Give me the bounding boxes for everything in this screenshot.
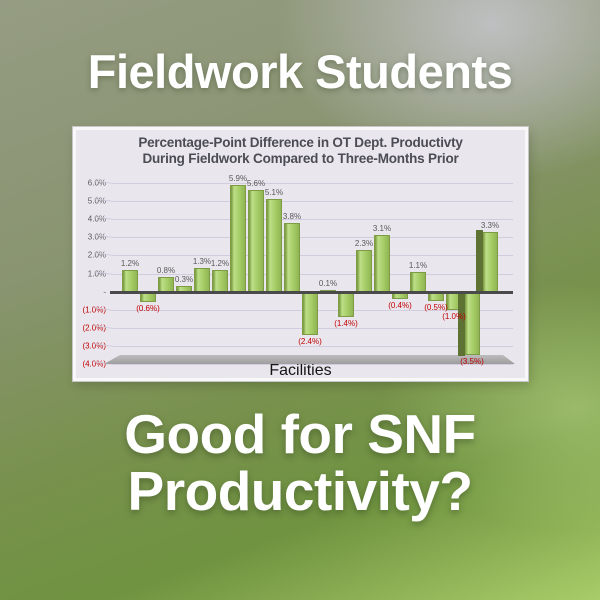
bar-slot: (0.5%) <box>424 183 448 364</box>
bar <box>230 184 246 292</box>
gridline <box>114 237 513 239</box>
y-tick-label: 5.0% <box>87 196 106 206</box>
bar-slot: (0.4%) <box>388 183 412 364</box>
y-tick-label: (3.0%) <box>82 341 106 351</box>
bar-slot: 0.8% <box>157 183 175 364</box>
bar-slot: 5.9% <box>229 174 247 364</box>
gridline <box>114 364 513 365</box>
bar-slot: 3.3% <box>475 183 500 364</box>
bottom-title-line1: Good for SNF <box>124 403 476 465</box>
bar-label: (3.5%) <box>460 356 484 366</box>
bar-slot: 2.3% <box>355 183 373 364</box>
bar <box>266 199 282 292</box>
bar-slot: 1.3% <box>193 183 211 364</box>
bar-slot: 3.1% <box>373 183 391 364</box>
gridline <box>114 183 513 184</box>
bar-slot: 0.3% <box>175 183 193 364</box>
y-tick-label: - <box>103 287 106 297</box>
bar-slot: 1.2% <box>121 183 139 364</box>
plot-area: 1.2% (0.6%) 0.8% 0.3% 1.3% 1.2% 5.9% 5.6% 5.1% 3.… <box>114 174 513 366</box>
gridline <box>114 273 513 275</box>
bar-label: 3.1% <box>372 224 392 234</box>
bar-label: (1.0%) <box>442 311 466 321</box>
top-title: Fieldwork Students <box>87 45 513 98</box>
bar <box>374 235 390 292</box>
bar-label: (0.5%) <box>424 302 448 312</box>
bar-label: 3.8% <box>282 211 302 221</box>
bar <box>338 292 354 317</box>
bar-slot: (0.6%) <box>136 183 160 364</box>
bar <box>284 222 300 292</box>
chart-title-line1: Percentage-Point Difference in OT Dept. … <box>138 135 463 150</box>
gridline <box>114 219 513 221</box>
bar-label: 1.1% <box>408 260 428 270</box>
bottom-title: Good for SNF Productivity? <box>0 406 600 520</box>
y-tick-label: 2.0% <box>87 250 106 260</box>
y-tick-label: (1.0%) <box>82 305 106 315</box>
bar-label: (2.4%) <box>298 337 322 347</box>
chart-floor-3d <box>104 355 515 364</box>
bar <box>410 271 426 292</box>
bar-label: 1.2% <box>210 258 230 268</box>
bar-slot: 1.2% <box>211 183 229 364</box>
bar <box>428 292 444 301</box>
bar <box>212 269 228 292</box>
y-tick-label: 6.0% <box>87 178 106 188</box>
bar-label: (1.4%) <box>334 318 358 328</box>
x-axis-label: Facilities <box>269 362 332 379</box>
chart-title-line2: During Fieldwork Compared to Three-Month… <box>142 150 459 166</box>
bar-slot: (1.4%) <box>334 183 358 364</box>
bar <box>475 229 498 293</box>
x-axis-line <box>110 290 513 294</box>
y-tick-label: 3.0% <box>87 232 106 242</box>
bar-label: 1.3% <box>192 257 212 267</box>
chart-card: Percentage-Point Difference in OT Dept. … <box>73 127 528 381</box>
y-tick-label: (4.0%) <box>82 359 106 369</box>
gridline <box>114 201 513 203</box>
bar <box>194 268 210 292</box>
bar-label: 0.1% <box>318 278 338 288</box>
bar <box>248 190 264 292</box>
bar-label: 1.2% <box>120 258 140 268</box>
bar-slot: 1.1% <box>409 183 427 364</box>
bar <box>302 292 318 336</box>
y-tick-label: (2.0%) <box>82 323 106 333</box>
gridline <box>114 255 513 257</box>
bar-slot: 5.6% <box>247 179 265 364</box>
gridline <box>114 345 513 347</box>
bar-label: 2.3% <box>354 238 374 248</box>
bar <box>356 249 372 292</box>
y-tick-label: 1.0% <box>87 269 106 278</box>
bar-label: 5.6% <box>246 179 266 189</box>
bar-label: 5.9% <box>228 173 248 183</box>
bar <box>140 292 156 303</box>
bottom-title-line2: Productivity? <box>127 460 473 522</box>
bar-label: 5.1% <box>264 188 284 198</box>
bar-label: (0.6%) <box>136 304 160 314</box>
bar-label: (0.4%) <box>388 300 412 310</box>
bar-label: 3.3% <box>480 220 500 230</box>
bar <box>122 269 138 292</box>
bar-slot: (2.4%) <box>298 183 322 364</box>
bars-layer: 1.2% (0.6%) 0.8% 0.3% 1.3% 1.2% 5.9% 5.6% 5.1% 3.… <box>114 174 513 366</box>
bar-label: 0.8% <box>156 266 176 276</box>
bar <box>457 290 480 357</box>
bar <box>158 277 174 292</box>
bar-slot: 5.1% <box>265 183 283 364</box>
y-tick-label: 4.0% <box>87 214 106 224</box>
bar-slot: (3.5%) <box>457 183 484 366</box>
bar-label: 0.3% <box>174 275 194 285</box>
y-axis: 6.0% 5.0% 4.0% 3.0% 2.0% 1.0% - (1.0%) (2.0%) (3.… <box>76 179 110 369</box>
chart-title: Percentage-Point Difference in OT Dept. … <box>76 135 525 166</box>
